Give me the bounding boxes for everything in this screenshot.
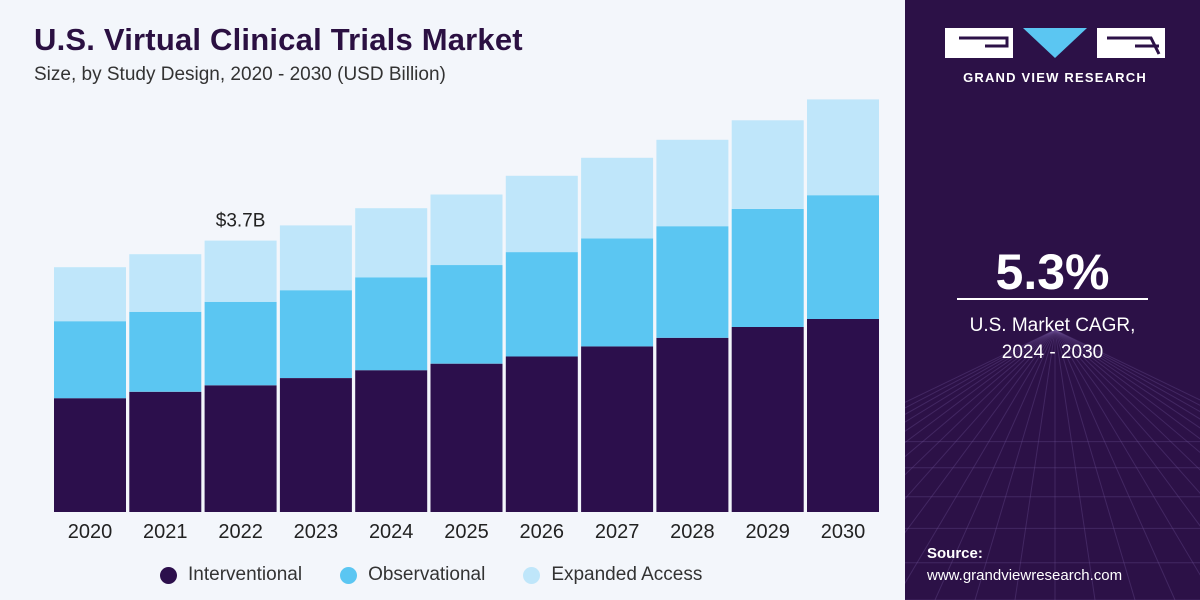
bar-expanded-access-2030: [807, 99, 879, 196]
stacked-bar-chart: 2020 2021 2022 $3.7B 2023 2024 2025 2026 2027 202…: [54, 99, 879, 543]
bar-observational-2028: [656, 226, 729, 338]
bar-expanded-access-2021: [129, 254, 202, 312]
x-tick-label-2029: 2029: [745, 521, 790, 543]
bar-expanded-access-2027: [581, 157, 654, 239]
bar-interventional-2020: [54, 398, 126, 512]
bar-interventional-2030: [807, 319, 879, 512]
bar-observational-2025: [430, 265, 503, 364]
legend-label-observational: Observational: [368, 564, 486, 585]
bar-interventional-2026: [505, 356, 578, 512]
bar-observational-2030: [807, 195, 879, 319]
legend-dot-expanded-access: [523, 566, 541, 584]
bar-expanded-access-2026: [505, 175, 578, 253]
cagr-label-line1: U.S. Market CAGR,: [969, 315, 1136, 336]
source-label: Source:: [927, 545, 983, 562]
x-tick-label-2028: 2028: [670, 521, 715, 543]
bar-observational-2022: [204, 301, 277, 386]
logo-text: GRAND VIEW RESEARCH: [963, 70, 1147, 85]
x-tick-label-2026: 2026: [520, 521, 565, 543]
cagr-value: 5.3%: [995, 244, 1110, 300]
x-tick-label-2020: 2020: [68, 521, 113, 543]
cagr-label: U.S. Market CAGR, 2024 - 2030: [905, 312, 1200, 366]
x-tick-label-2022: 2022: [218, 521, 263, 543]
bar-expanded-access-2022: [204, 240, 277, 302]
x-tick-label-2027: 2027: [595, 521, 640, 543]
x-tick-label-2021: 2021: [143, 521, 188, 543]
source-url[interactable]: www.grandviewresearch.com: [927, 567, 1123, 584]
bar-interventional-2023: [279, 378, 352, 512]
bar-interventional-2028: [656, 337, 729, 512]
legend-dot-observational: [340, 566, 358, 584]
bar-observational-2029: [731, 208, 804, 327]
x-tick-label-2023: 2023: [294, 521, 339, 543]
bar-interventional-2022: [204, 385, 277, 512]
bar-observational-2021: [129, 311, 202, 392]
bar-observational-2027: [581, 238, 654, 347]
bar-observational-2020: [54, 321, 126, 399]
bar-expanded-access-2020: [54, 267, 126, 322]
bar-expanded-access-2023: [279, 225, 352, 291]
legend-label-expanded-access: Expanded Access: [551, 564, 703, 585]
chart-title: U.S. Virtual Clinical Trials Market: [34, 22, 523, 57]
info-sidebar: GRAND VIEW RESEARCH 5.3% U.S. Market CAG…: [905, 0, 1200, 600]
cagr-label-line2: 2024 - 2030: [1001, 342, 1104, 363]
chart-panel: U.S. Virtual Clinical Trials Market Size…: [0, 0, 905, 600]
grid-floor-decoration: [905, 329, 1200, 600]
bar-expanded-access-2029: [731, 120, 804, 209]
gvr-logo-icon: [945, 28, 1165, 58]
annotation-2022: $3.7B: [216, 211, 266, 232]
bar-interventional-2024: [355, 370, 428, 512]
legend-item-expanded-access: Expanded Access: [523, 564, 702, 586]
legend-dot-interventional: [160, 566, 177, 584]
chart-legend: Interventional Observational Expanded Acce…: [160, 562, 740, 588]
x-tick-label-2030: 2030: [821, 521, 866, 543]
x-tick-label-2025: 2025: [444, 521, 489, 543]
bar-expanded-access-2028: [656, 139, 729, 227]
bar-expanded-access-2025: [430, 194, 503, 266]
bar-observational-2026: [505, 252, 578, 357]
bar-interventional-2025: [430, 363, 503, 512]
bar-observational-2023: [279, 290, 352, 378]
legend-item-observational: Observational: [340, 564, 485, 586]
bar-interventional-2021: [129, 391, 202, 512]
bar-expanded-access-2024: [355, 208, 428, 278]
cagr-divider: [957, 298, 1148, 300]
legend-label-interventional: Interventional: [188, 564, 303, 585]
bar-interventional-2027: [581, 346, 654, 512]
legend-item-interventional: Interventional: [160, 564, 302, 586]
x-tick-label-2024: 2024: [369, 521, 414, 543]
bar-observational-2024: [355, 277, 428, 371]
chart-subtitle: Size, by Study Design, 2020 - 2030 (USD …: [34, 64, 446, 85]
bar-interventional-2029: [731, 327, 804, 512]
